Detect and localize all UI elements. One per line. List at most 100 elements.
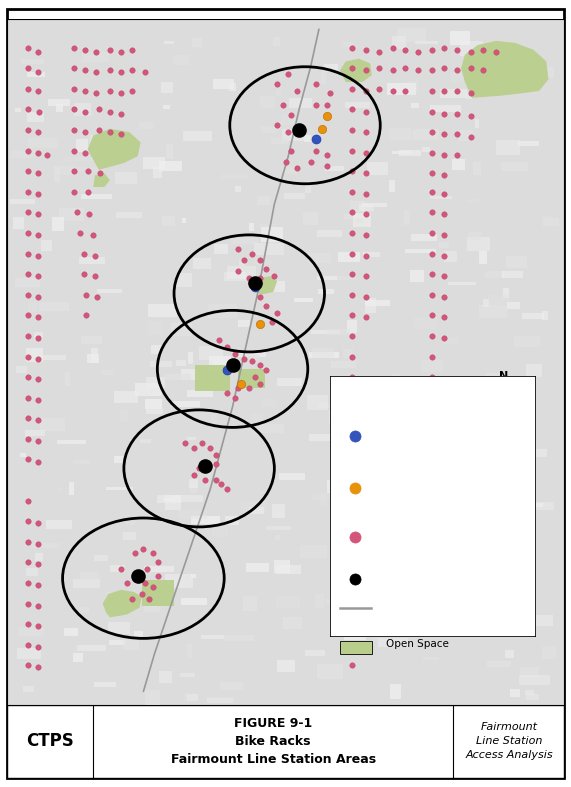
Bar: [520, 667, 538, 677]
Text: City of Boston
Bike Racks: City of Boston Bike Racks: [386, 526, 459, 549]
Bar: [399, 150, 421, 156]
Bar: [150, 361, 172, 367]
Bar: [57, 440, 86, 444]
Bar: [15, 108, 21, 113]
Bar: [157, 496, 182, 503]
Bar: [406, 81, 418, 91]
Bar: [308, 253, 331, 263]
Bar: [277, 660, 295, 671]
Bar: [21, 59, 45, 65]
Bar: [76, 139, 88, 153]
Bar: [536, 64, 547, 79]
Bar: [411, 103, 419, 109]
Bar: [242, 355, 260, 360]
Bar: [317, 276, 337, 280]
Bar: [502, 271, 522, 278]
Bar: [514, 582, 530, 591]
Bar: [238, 320, 250, 327]
Bar: [324, 64, 337, 72]
Bar: [190, 478, 198, 488]
Bar: [518, 503, 544, 507]
Text: Fairmount
Line: Fairmount Line: [386, 597, 438, 619]
Bar: [490, 459, 497, 469]
Bar: [227, 266, 256, 279]
Bar: [258, 196, 270, 205]
Bar: [17, 366, 27, 373]
Bar: [513, 574, 528, 581]
Bar: [353, 571, 378, 582]
Bar: [387, 83, 416, 94]
Bar: [467, 237, 489, 252]
Bar: [353, 213, 371, 227]
Bar: [524, 67, 554, 78]
Bar: [90, 135, 99, 146]
Bar: [283, 617, 302, 629]
Bar: [325, 165, 344, 171]
Bar: [384, 561, 401, 576]
Bar: [317, 230, 342, 237]
Bar: [259, 224, 278, 227]
Bar: [466, 92, 472, 99]
Bar: [102, 370, 112, 375]
Bar: [304, 135, 311, 142]
Bar: [96, 289, 122, 293]
Bar: [254, 242, 284, 255]
Bar: [243, 597, 257, 611]
Bar: [65, 157, 94, 161]
Bar: [147, 304, 177, 316]
Bar: [496, 140, 520, 154]
Bar: [79, 257, 106, 264]
Bar: [15, 278, 40, 286]
Text: Fairmount
Line Station
Access Analysis: Fairmount Line Station Access Analysis: [466, 722, 553, 760]
Bar: [248, 223, 254, 231]
Bar: [503, 288, 509, 298]
Bar: [510, 689, 520, 696]
Bar: [46, 520, 72, 529]
Bar: [80, 607, 89, 613]
Bar: [208, 357, 231, 371]
Bar: [146, 378, 164, 388]
Bar: [252, 429, 262, 435]
Bar: [135, 383, 162, 396]
Bar: [429, 197, 452, 199]
Text: Open Space: Open Space: [386, 639, 449, 649]
Bar: [526, 694, 539, 700]
Bar: [48, 98, 70, 106]
Bar: [405, 463, 411, 474]
Bar: [439, 242, 449, 248]
Bar: [389, 180, 395, 192]
Bar: [331, 361, 356, 368]
Bar: [360, 204, 373, 211]
Bar: [430, 620, 440, 630]
Bar: [176, 273, 192, 286]
Bar: [467, 198, 480, 202]
Bar: [443, 582, 473, 586]
Bar: [23, 686, 34, 692]
Bar: [526, 615, 553, 626]
Bar: [35, 552, 43, 561]
Bar: [211, 412, 216, 426]
Bar: [81, 336, 102, 345]
Bar: [190, 483, 198, 493]
Bar: [364, 252, 380, 257]
Bar: [392, 374, 400, 389]
Bar: [343, 42, 353, 46]
Bar: [41, 240, 51, 250]
Bar: [448, 282, 476, 286]
Bar: [535, 502, 553, 510]
Bar: [159, 671, 172, 682]
Bar: [106, 487, 132, 490]
Bar: [253, 260, 271, 264]
Bar: [134, 631, 143, 637]
Bar: [164, 575, 193, 588]
Bar: [448, 584, 477, 598]
Bar: [26, 349, 43, 362]
Bar: [371, 627, 379, 642]
Bar: [327, 329, 349, 335]
Bar: [415, 420, 443, 434]
Bar: [183, 131, 212, 141]
Bar: [273, 38, 280, 46]
Bar: [542, 311, 548, 320]
Bar: [26, 568, 38, 576]
Bar: [106, 593, 123, 595]
